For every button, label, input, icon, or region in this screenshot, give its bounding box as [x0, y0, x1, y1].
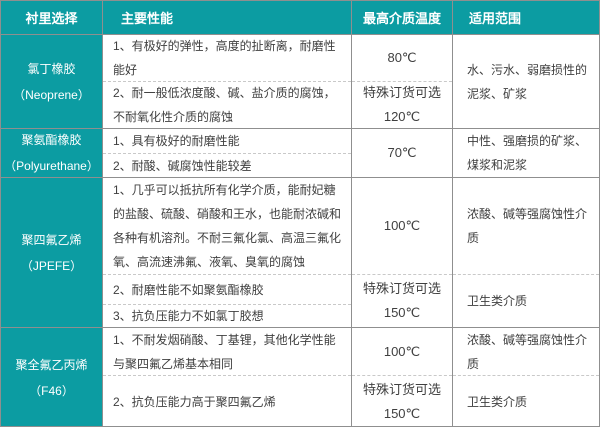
material-name-cn: 聚全氟乙丙烯: [15, 358, 88, 372]
temperature-value: 150℃: [383, 406, 421, 421]
temperature-cell: 100℃: [352, 328, 452, 375]
temperature-value: 70℃: [387, 145, 417, 160]
performance-cell: 1、几乎可以抵抗所有化学介质，能耐妃糖的盐酸、硫酸、硝酸和王水，也能耐浓碱和各种…: [113, 183, 342, 269]
material-name-en: （Polyurethane）: [4, 159, 99, 173]
material-cell: 氯丁橡胶 （Neoprene）: [1, 35, 102, 128]
temperature-value: 80℃: [387, 50, 417, 65]
range-cell: 卫生类介质: [453, 375, 599, 426]
temperature-note: 特殊订货可选: [362, 281, 441, 296]
material-name-cn: 聚四氟乙烯: [21, 232, 82, 247]
temperature-cell: 80℃: [352, 35, 452, 81]
table-row-polyurethane: 聚氨酯橡胶 （Polyurethane） 1、具有极好的耐磨性能 2、耐酸、碱腐…: [1, 128, 599, 177]
material-cell: 聚氨酯橡胶 （Polyurethane）: [1, 129, 102, 177]
header-cell-max-temp: 最高介质温度: [351, 1, 452, 34]
range-column: 水、污水、弱磨损性的泥浆、矿浆: [452, 35, 599, 128]
header-cell-lining: 衬里选择: [25, 11, 78, 26]
temperature-note: 特殊订货可选: [362, 85, 441, 100]
table-row-f46: 聚全氟乙丙烯 （F46） 1、不耐发烟硝酸、丁基锂，其他化学性能与聚四氟乙烯基本…: [1, 327, 599, 426]
temperature-cell: 100℃: [352, 178, 452, 274]
temperature-note: 特殊订货可选: [362, 382, 441, 397]
temperature-column: 100℃ 特殊订货可选 150℃: [351, 328, 452, 426]
material-name-en: （Neoprene）: [13, 87, 90, 102]
range-cell: 中性、强磨损的矿浆、煤浆和泥浆: [467, 134, 588, 172]
header-cell-performance: 主要性能: [102, 1, 351, 34]
performance-cell: 1、有极好的弹性，高度的扯断离，耐磨性能好: [113, 39, 336, 77]
performance-cell: 2、耐磨性能不如聚氨酯橡胶: [103, 274, 351, 304]
temperature-value: 120℃: [383, 109, 421, 124]
temperature-cell: 70℃: [352, 129, 452, 177]
temperature-value: 150℃: [383, 305, 421, 320]
material-cell: 聚四氟乙烯 （JPEFE）: [1, 178, 102, 327]
material-name-cn: 氯丁橡胶: [27, 61, 76, 76]
performance-column: 1、具有极好的耐磨性能 2、耐酸、碱腐蚀性能较差: [102, 129, 351, 177]
performance-cell: 2、耐酸、碱腐蚀性能较差: [103, 153, 351, 177]
range-column: 浓酸、碱等强腐蚀性介质 卫生类介质: [452, 328, 599, 426]
range-cell: 水、污水、弱磨损性的泥浆、矿浆: [467, 62, 588, 101]
performance-cell: 1、具有极好的耐磨性能: [113, 134, 240, 148]
table-header-row: 衬里选择 主要性能 最高介质温度 适用范围: [1, 1, 599, 34]
performance-column: 1、不耐发烟硝酸、丁基锂，其他化学性能与聚四氟乙烯基本相同 2、抗负压能力高于聚…: [102, 328, 351, 426]
material-name-en: （F46）: [29, 384, 74, 398]
material-cell: 聚全氟乙丙烯 （F46）: [1, 328, 102, 426]
performance-column: 1、几乎可以抵抗所有化学介质，能耐妃糖的盐酸、硫酸、硝酸和王水，也能耐浓碱和各种…: [102, 178, 351, 327]
temperature-cell: 特殊订货可选 150℃: [352, 375, 452, 426]
material-name-cn: 聚氨酯橡胶: [21, 133, 82, 147]
temperature-cell: 特殊订货可选 120℃: [352, 81, 452, 128]
performance-cell: 3、抗负压能力不如氯丁胶想: [103, 304, 351, 327]
performance-column: 1、有极好的弹性，高度的扯断离，耐磨性能好 2、耐一般低浓度酸、碱、盐介质的腐蚀…: [102, 35, 351, 128]
table-row-ptfe: 聚四氟乙烯 （JPEFE） 1、几乎可以抵抗所有化学介质，能耐妃糖的盐酸、硫酸、…: [1, 177, 599, 327]
header-cell-range: 适用范围: [452, 1, 599, 34]
range-cell: 浓酸、碱等强腐蚀性介质: [467, 332, 588, 371]
range-cell: 浓酸、碱等强腐蚀性介质: [467, 207, 588, 245]
material-name-en: （JPEFE）: [20, 258, 83, 273]
temperature-value: 100℃: [383, 218, 421, 233]
range-column: 中性、强磨损的矿浆、煤浆和泥浆: [452, 129, 599, 177]
performance-cell: 2、抗负压能力高于聚四氟乙烯: [103, 375, 351, 426]
temperature-cell: 特殊订货可选 150℃: [352, 274, 452, 327]
range-cell: 卫生类介质: [453, 274, 599, 327]
performance-cell: 1、不耐发烟硝酸、丁基锂，其他化学性能与聚四氟乙烯基本相同: [113, 332, 336, 371]
temperature-column: 80℃ 特殊订货可选 120℃: [351, 35, 452, 128]
range-column: 浓酸、碱等强腐蚀性介质 卫生类介质: [452, 178, 599, 327]
table-row-neoprene: 氯丁橡胶 （Neoprene） 1、有极好的弹性，高度的扯断离，耐磨性能好 2、…: [1, 34, 599, 128]
temperature-column: 100℃ 特殊订货可选 150℃: [351, 178, 452, 327]
temperature-column: 70℃: [351, 129, 452, 177]
performance-cell: 2、耐一般低浓度酸、碱、盐介质的腐蚀，不耐氧化性介质的腐蚀: [103, 81, 351, 128]
temperature-value: 100℃: [383, 343, 421, 359]
